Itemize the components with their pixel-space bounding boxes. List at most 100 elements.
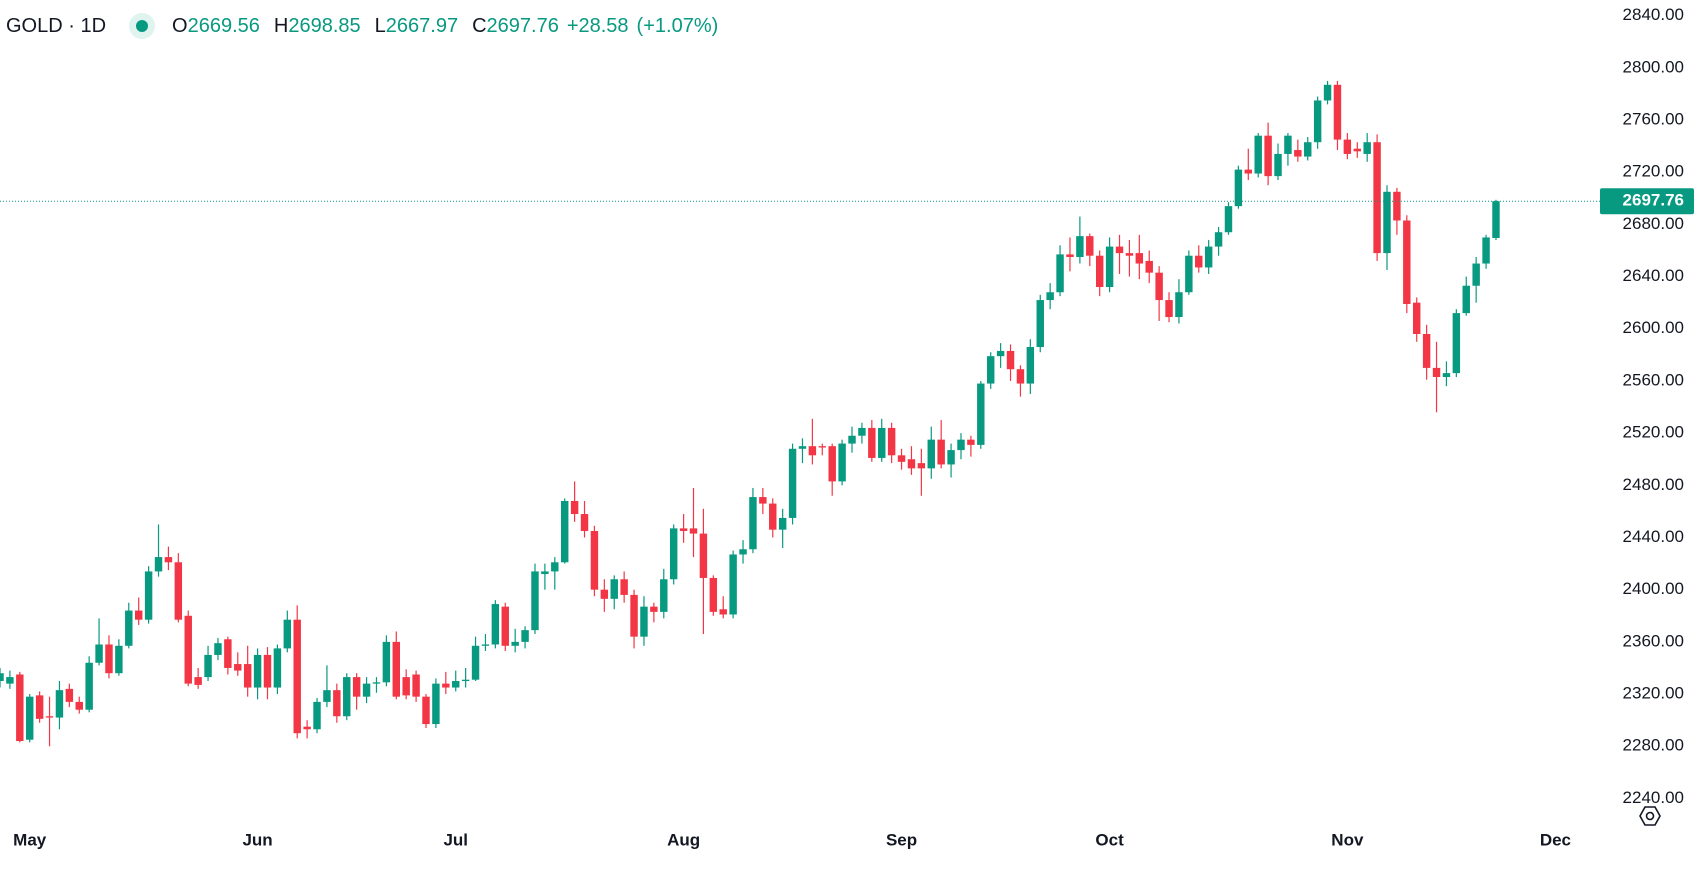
y-tick-label: 2720.00 [1623,162,1684,181]
candle-body [1353,148,1361,152]
candle-body [660,579,668,612]
candle-body [1135,253,1144,264]
candle-body [739,549,747,555]
last-price-box [1600,188,1694,215]
ohlc-value: 2667.97 [385,14,459,37]
candle-body [1066,254,1074,258]
candle-body [887,427,896,456]
x-tick-label: Dec [1540,830,1571,849]
candle-body [204,654,212,678]
x-tick-label: Nov [1331,830,1364,849]
candle-body [1313,100,1322,143]
candle-body [927,439,935,469]
candle-body [1403,220,1411,304]
candle-body [541,571,549,575]
candle-body [432,683,440,725]
candle-body [134,610,143,620]
y-tick-label: 2600.00 [1623,318,1684,337]
candle-body [1095,255,1104,288]
candle-body [362,683,371,697]
candle-body [560,500,569,563]
candle-body [798,446,807,449]
y-tick-label: 2800.00 [1623,57,1684,76]
candle-body [313,701,321,730]
candle-body [1442,373,1451,378]
candle-body [164,557,173,563]
candle-body [1462,285,1470,314]
candle-body [372,682,381,684]
x-tick-label: Sep [886,830,917,849]
candle-body [75,701,83,710]
candle-body [1195,255,1203,268]
candle-body [1204,246,1213,268]
candle-body [352,677,361,697]
candle-body [630,594,638,637]
candle-body [452,681,460,688]
candle-body [669,528,678,580]
candle-body [1304,142,1312,157]
ohlc-label: O [172,14,188,37]
candle-body [1046,292,1054,301]
candle-body [442,683,450,688]
candle-body [1472,263,1480,286]
y-tick-label: 2480.00 [1623,475,1684,494]
candle-body [957,439,965,451]
candle-body [967,439,975,445]
settings-icon[interactable] [1639,806,1661,826]
candle-body [243,664,252,688]
candle-body [253,654,262,688]
y-tick-label: 2680.00 [1623,214,1684,233]
y-tick-label: 2240.00 [1623,788,1684,807]
candle-body [1284,135,1292,154]
ohlc-label: H [273,14,289,37]
candle-body [818,446,827,448]
candle-body [6,677,14,684]
y-tick-label: 2400.00 [1623,579,1684,598]
settings-center [1645,811,1655,821]
candle-body [1145,260,1153,273]
candle-body [907,459,916,469]
candle-body [402,677,410,696]
change-percent: (+1.07%) [636,14,719,37]
candle-body [501,606,509,646]
candle-body [977,383,985,445]
candle-body [1086,236,1094,256]
candle-body [650,606,658,612]
candle-body [224,639,232,668]
candle-body [1185,255,1193,293]
candle-body [590,530,599,590]
candle-body [878,427,886,458]
candle-body [481,644,490,646]
y-tick-label: 2320.00 [1623,684,1684,703]
x-tick-label: Jun [242,830,272,849]
candle-body [1214,232,1223,247]
candle-body [333,690,341,717]
candle-body [858,427,866,436]
candle-body [531,571,539,631]
candle-body [35,695,44,719]
candle-body [461,679,470,682]
candle-body [1363,142,1371,154]
candle-body [471,645,480,680]
candle-body [600,589,609,599]
candle-body [699,533,708,578]
candle-body [996,350,1005,357]
candle-body [937,439,945,465]
x-tick-label: Oct [1095,830,1124,849]
candle-body [1492,201,1500,239]
candle-body [1105,246,1114,288]
x-tick-label: Jul [443,830,468,849]
candle-body [897,455,906,462]
candle-body [1006,350,1015,370]
candle-body [679,528,688,531]
candle-body [1026,347,1035,384]
candle-body [1264,135,1272,177]
candle-body [323,690,331,702]
candle-body [85,662,93,710]
candle-body [263,654,272,688]
candle-body [283,619,292,649]
candle-body [788,448,797,518]
candle-body [1343,139,1352,154]
symbol-title: GOLD · 1D [6,14,107,37]
candle-body [1413,302,1421,334]
